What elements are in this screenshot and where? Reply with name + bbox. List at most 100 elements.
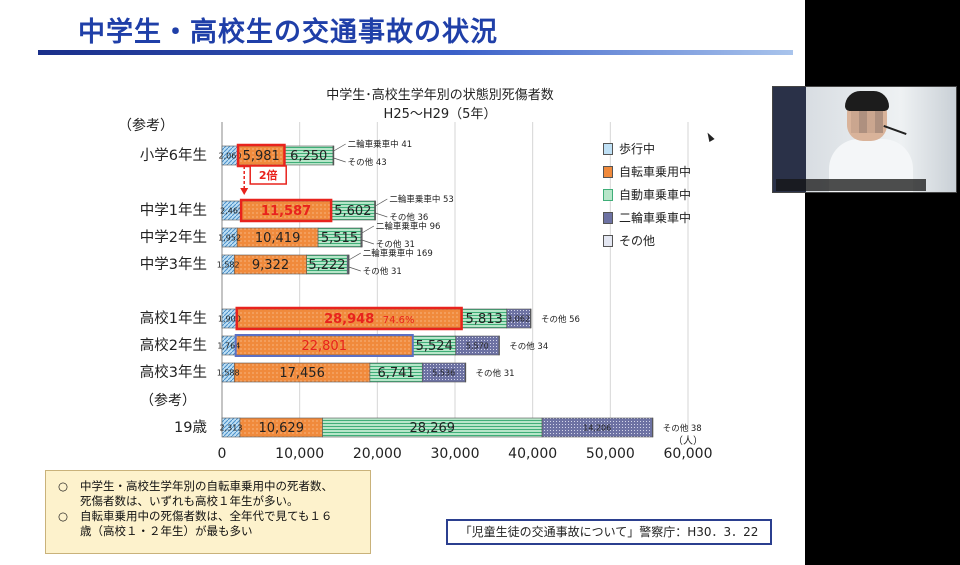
bar-segment xyxy=(333,145,335,166)
group-label: （参考） xyxy=(140,392,196,409)
side-note: その他 43 xyxy=(348,157,387,168)
row-label: 高校3年生 xyxy=(140,364,207,381)
data-label: 5,515 xyxy=(321,231,358,246)
legend-label: 自転車乗用中 xyxy=(619,165,692,179)
data-label: 5,981 xyxy=(243,149,280,164)
highlight-frame xyxy=(234,334,414,357)
legend-item-walking: 歩行中 xyxy=(603,137,691,160)
data-label: 14,206 xyxy=(583,423,611,432)
data-label: 1,764 xyxy=(217,341,240,350)
side-note: その他 31 xyxy=(476,368,515,379)
face-mosaic xyxy=(851,111,883,133)
data-label: 6,250 xyxy=(290,149,327,164)
bar-segment xyxy=(530,308,532,329)
slide-title: 中学生・高校生の交通事故の状況 xyxy=(78,17,498,48)
data-label: 9,322 xyxy=(252,258,289,273)
data-label: 28,269 xyxy=(410,421,456,436)
data-label: 1,588 xyxy=(217,368,240,377)
legend-label: 歩行中 xyxy=(619,142,656,156)
note-line-2b: 歳（高校１・２年生）が最も多い xyxy=(80,524,253,538)
data-label: 2,313 xyxy=(220,423,243,432)
slide: 中学生・高校生の交通事故の状況 中学生･高校生学年別の状態別死傷者数 H25～H… xyxy=(0,0,805,565)
data-label: 1,582 xyxy=(217,260,240,269)
leader-line xyxy=(333,157,346,163)
note-line-2a: ○ 自転車乗用中の死傷者数は、全年代で見ても１６ xyxy=(58,509,333,523)
stacked-bar-chart: 0 10,000 20,000 30,000 40,000 50,000 60,000（人）… xyxy=(118,117,713,462)
unit-label: （人） xyxy=(673,435,703,447)
note-line-1b: 死傷者数は、いずれも高校１年生が多い。 xyxy=(80,494,299,508)
data-label: 6,741 xyxy=(377,366,414,381)
legend-item-other: その他 xyxy=(603,229,691,252)
side-note: その他 36 xyxy=(389,212,428,223)
x-tick-label: 20,000 xyxy=(353,446,402,462)
bar-segment xyxy=(652,417,654,438)
side-note: その他 38 xyxy=(663,423,702,434)
row-label: 中学2年生 xyxy=(140,229,207,246)
row-label: 高校2年生 xyxy=(140,337,207,354)
x-tick-label: 30,000 xyxy=(431,446,480,462)
page-number: 7 xyxy=(786,542,795,558)
x-tick-label: 10,000 xyxy=(275,446,324,462)
leader-line xyxy=(348,252,361,261)
row-label: 高校1年生 xyxy=(140,310,207,327)
legend: 歩行中 自転車乗用中 自動車乗車中 二輪車乗車中 その他 xyxy=(603,137,691,252)
data-label: 10,419 xyxy=(255,231,301,246)
row-label: 中学1年生 xyxy=(140,202,207,219)
data-label: 5,524 xyxy=(416,339,453,354)
source-citation: 「児童生徒の交通事故について」警察庁：H30．3．22 xyxy=(446,519,772,545)
row-label: 中学3年生 xyxy=(140,256,207,273)
data-label: 1,900 xyxy=(218,314,241,323)
side-note: その他 34 xyxy=(509,341,548,352)
group-label: （参考） xyxy=(118,117,174,134)
legend-label: その他 xyxy=(619,234,656,248)
x-tick-label: 60,000 xyxy=(664,446,713,462)
double-callout-box xyxy=(249,165,287,185)
webcam-video-tile[interactable] xyxy=(772,86,957,193)
bar-segment xyxy=(361,227,363,248)
x-tick-label: 50,000 xyxy=(586,446,635,462)
chart-title: 中学生･高校生学年別の状態別死傷者数 xyxy=(326,88,554,103)
bar-segment xyxy=(498,335,500,356)
highlight-frame xyxy=(235,306,463,331)
summary-note-box: ○ 中学生・高校生学年別の自転車乗用中の死者数、 死傷者数は、いずれも高校１年生が… xyxy=(45,470,371,554)
side-note: 二輪車乗車中 53 xyxy=(389,194,454,205)
leader-line xyxy=(361,239,375,245)
row-label: 19歳 xyxy=(174,419,207,436)
bar-segment xyxy=(464,362,467,383)
bar-segment xyxy=(348,254,350,275)
bar-segment xyxy=(374,200,376,221)
legend-item-motorcycle: 二輪車乗車中 xyxy=(603,206,691,229)
data-label: 5,536 xyxy=(432,368,455,377)
data-label: 5,813 xyxy=(466,312,503,327)
side-note: その他 56 xyxy=(541,314,580,325)
data-label: 11,587 xyxy=(261,204,311,219)
note-line-1a: ○ 中学生・高校生学年別の自転車乗用中の死者数、 xyxy=(58,479,333,493)
side-note: 二輪車乗車中 96 xyxy=(376,221,441,232)
leader-line xyxy=(375,212,388,218)
data-label: 5,570 xyxy=(466,341,489,350)
legend-label: 自動車乗車中 xyxy=(619,188,692,202)
data-label: 28,948 xyxy=(324,312,374,327)
row-label: 小学6年生 xyxy=(140,147,207,164)
title-underline xyxy=(38,50,793,55)
data-label: 10,629 xyxy=(258,421,304,436)
leader-line xyxy=(333,143,346,152)
participant-name-tag xyxy=(776,179,926,191)
highlight-frame xyxy=(239,198,333,223)
data-label: 1,952 xyxy=(218,233,241,242)
data-label: 2,060 xyxy=(219,151,242,160)
legend-item-car: 自動車乗車中 xyxy=(603,183,691,206)
legend-label: 二輪車乗車中 xyxy=(619,211,692,225)
side-note: 二輪車乗車中 41 xyxy=(348,139,413,150)
data-label: 22,801 xyxy=(301,339,347,354)
percent-label: 74.6% xyxy=(383,315,415,326)
data-label: 2,462 xyxy=(220,206,243,215)
arrow-head-icon xyxy=(240,188,249,195)
data-label: 17,456 xyxy=(279,366,325,381)
x-tick-label: 0 xyxy=(218,446,227,462)
side-note: その他 31 xyxy=(376,239,415,250)
x-tick-label: 40,000 xyxy=(508,446,557,462)
legend-item-bicycle: 自転車乗用中 xyxy=(603,160,691,183)
leader-line xyxy=(361,225,375,234)
double-callout-text: 2倍 xyxy=(259,168,278,182)
